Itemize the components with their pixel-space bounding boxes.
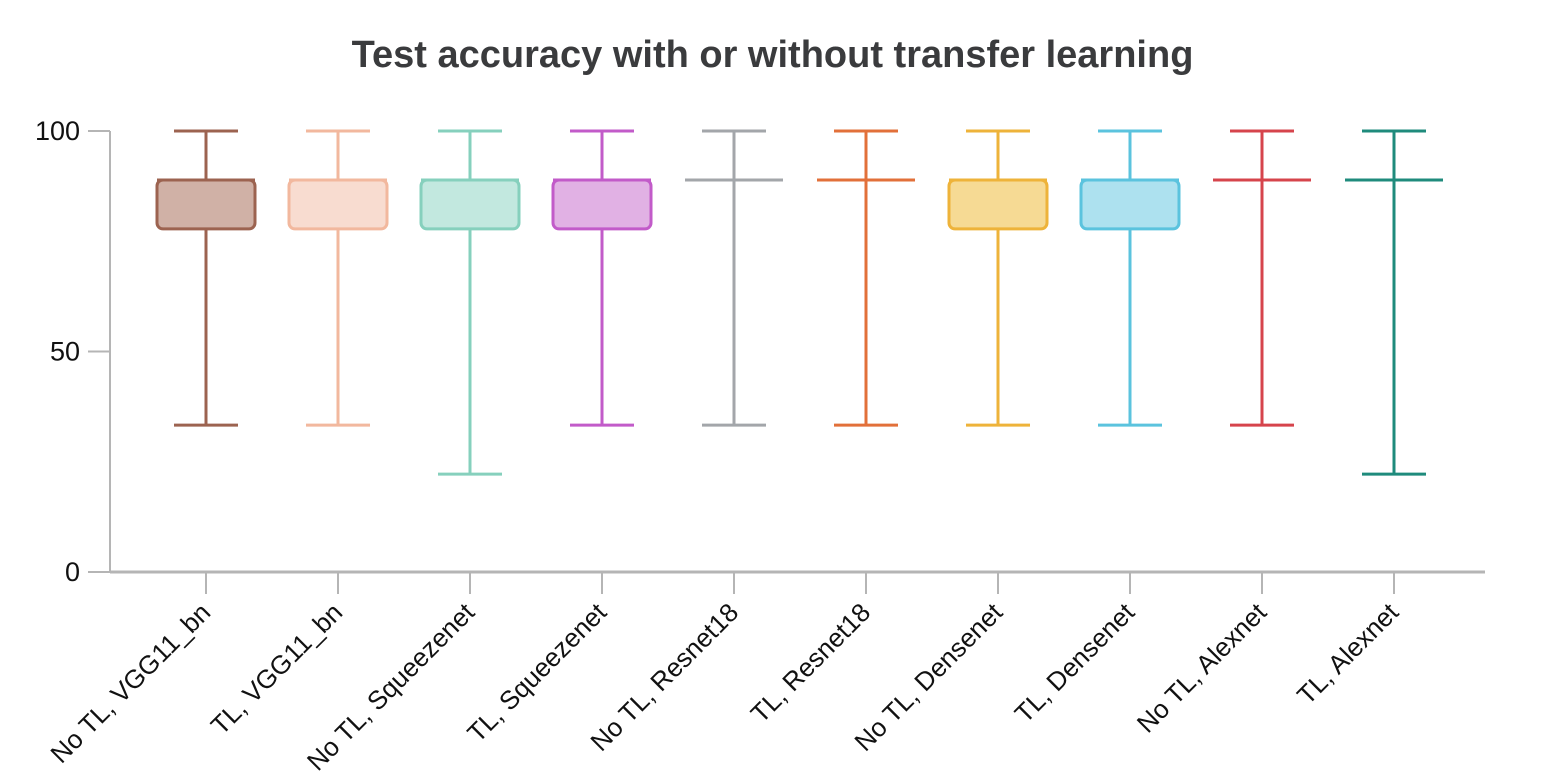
iqr-box — [287, 178, 389, 231]
x-category-label: No TL, VGG11_bn — [44, 597, 216, 769]
box-4 — [551, 129, 653, 427]
box-1 — [155, 129, 257, 427]
chart-title: Test accuracy with or without transfer l… — [351, 34, 1194, 76]
y-tick-label: 100 — [35, 116, 80, 146]
y-axis: 0 50 100 — [35, 116, 111, 587]
box-9 — [1213, 129, 1311, 427]
iqr-box — [155, 178, 257, 231]
y-tick-label: 0 — [65, 557, 80, 587]
iqr-box — [551, 178, 653, 231]
x-category-label: TL, Squeezenet — [461, 596, 613, 748]
y-tick-label: 50 — [50, 337, 80, 367]
box-5 — [685, 129, 783, 427]
x-category-label: TL, VGG11_bn — [205, 597, 349, 741]
x-category-label: TL, Alexnet — [1291, 596, 1405, 710]
box-8 — [1079, 129, 1181, 427]
box-series — [155, 129, 1443, 476]
iqr-box — [947, 178, 1049, 231]
box-2 — [287, 129, 389, 427]
x-category-label: TL, Resnet18 — [745, 597, 877, 729]
x-category-label: No TL, Alexnet — [1131, 596, 1273, 738]
box-3 — [419, 129, 521, 476]
iqr-box — [419, 178, 521, 231]
x-category-label: TL, Densenet — [1009, 596, 1141, 728]
iqr-box — [1079, 178, 1181, 231]
box-6 — [817, 129, 915, 427]
box-7 — [947, 129, 1049, 427]
box-10 — [1345, 129, 1443, 476]
